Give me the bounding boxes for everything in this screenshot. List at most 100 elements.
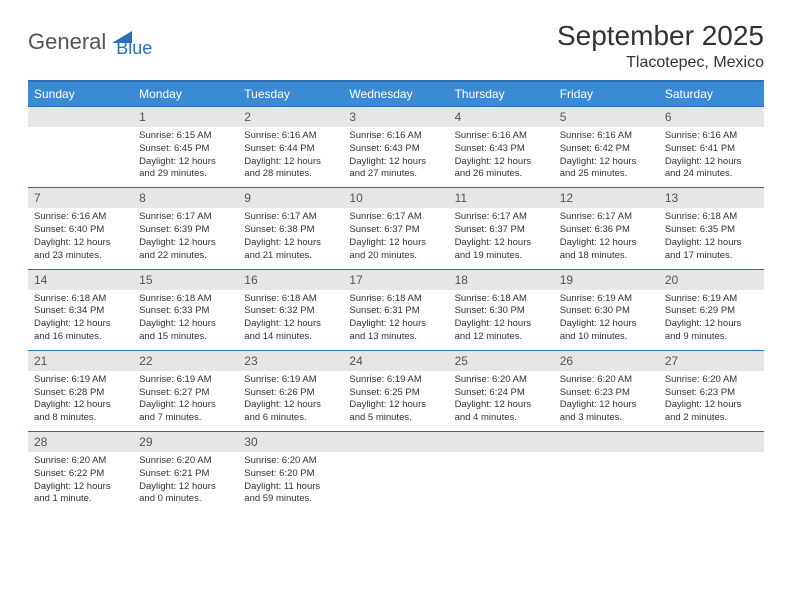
day-body: Sunrise: 6:17 AMSunset: 6:37 PMDaylight:… <box>449 208 554 268</box>
daylight-text: Daylight: 12 hours and 27 minutes. <box>349 156 442 182</box>
day-number: 22 <box>133 351 238 371</box>
sunrise-text: Sunrise: 6:19 AM <box>665 293 758 306</box>
page: General Blue September 2025 Tlacotepec, … <box>0 0 792 532</box>
calendar-cell: 26Sunrise: 6:20 AMSunset: 6:23 PMDayligh… <box>554 350 659 431</box>
day-number: 27 <box>659 351 764 371</box>
sunset-text: Sunset: 6:40 PM <box>34 224 127 237</box>
sunrise-text: Sunrise: 6:19 AM <box>34 374 127 387</box>
sunset-text: Sunset: 6:31 PM <box>349 305 442 318</box>
day-number: 23 <box>238 351 343 371</box>
calendar-cell: 17Sunrise: 6:18 AMSunset: 6:31 PMDayligh… <box>343 269 448 350</box>
calendar-cell: 7Sunrise: 6:16 AMSunset: 6:40 PMDaylight… <box>28 188 133 269</box>
day-body: Sunrise: 6:20 AMSunset: 6:23 PMDaylight:… <box>554 371 659 431</box>
daylight-text: Daylight: 12 hours and 18 minutes. <box>560 237 653 263</box>
daylight-text: Daylight: 12 hours and 20 minutes. <box>349 237 442 263</box>
day-number: 9 <box>238 188 343 208</box>
day-number: 5 <box>554 107 659 127</box>
sunrise-text: Sunrise: 6:18 AM <box>34 293 127 306</box>
daylight-text: Daylight: 12 hours and 6 minutes. <box>244 399 337 425</box>
sunset-text: Sunset: 6:45 PM <box>139 143 232 156</box>
day-number: 8 <box>133 188 238 208</box>
day-body: Sunrise: 6:18 AMSunset: 6:30 PMDaylight:… <box>449 290 554 350</box>
sunset-text: Sunset: 6:27 PM <box>139 387 232 400</box>
sunset-text: Sunset: 6:43 PM <box>455 143 548 156</box>
calendar-cell: 3Sunrise: 6:16 AMSunset: 6:43 PMDaylight… <box>343 107 448 188</box>
sunset-text: Sunset: 6:37 PM <box>455 224 548 237</box>
day-body: Sunrise: 6:17 AMSunset: 6:37 PMDaylight:… <box>343 208 448 268</box>
daylight-text: Daylight: 11 hours and 59 minutes. <box>244 481 337 507</box>
day-number: 10 <box>343 188 448 208</box>
sunset-text: Sunset: 6:23 PM <box>560 387 653 400</box>
header: General Blue September 2025 Tlacotepec, … <box>28 20 764 72</box>
sunrise-text: Sunrise: 6:20 AM <box>560 374 653 387</box>
sunset-text: Sunset: 6:33 PM <box>139 305 232 318</box>
daylight-text: Daylight: 12 hours and 28 minutes. <box>244 156 337 182</box>
calendar-body: 1Sunrise: 6:15 AMSunset: 6:45 PMDaylight… <box>28 107 764 513</box>
day-body <box>554 452 659 492</box>
calendar-row: 7Sunrise: 6:16 AMSunset: 6:40 PMDaylight… <box>28 188 764 269</box>
day-body <box>28 127 133 167</box>
daylight-text: Daylight: 12 hours and 2 minutes. <box>665 399 758 425</box>
daylight-text: Daylight: 12 hours and 3 minutes. <box>560 399 653 425</box>
sunrise-text: Sunrise: 6:17 AM <box>455 211 548 224</box>
daylight-text: Daylight: 12 hours and 21 minutes. <box>244 237 337 263</box>
day-body: Sunrise: 6:18 AMSunset: 6:33 PMDaylight:… <box>133 290 238 350</box>
sunset-text: Sunset: 6:26 PM <box>244 387 337 400</box>
sunrise-text: Sunrise: 6:20 AM <box>244 455 337 468</box>
logo-text-general: General <box>28 29 106 55</box>
day-number: 2 <box>238 107 343 127</box>
calendar-cell: 12Sunrise: 6:17 AMSunset: 6:36 PMDayligh… <box>554 188 659 269</box>
calendar-row: 28Sunrise: 6:20 AMSunset: 6:22 PMDayligh… <box>28 432 764 513</box>
day-number: 3 <box>343 107 448 127</box>
calendar-cell: 15Sunrise: 6:18 AMSunset: 6:33 PMDayligh… <box>133 269 238 350</box>
calendar-cell: 1Sunrise: 6:15 AMSunset: 6:45 PMDaylight… <box>133 107 238 188</box>
calendar-cell: 30Sunrise: 6:20 AMSunset: 6:20 PMDayligh… <box>238 432 343 513</box>
calendar-cell: 27Sunrise: 6:20 AMSunset: 6:23 PMDayligh… <box>659 350 764 431</box>
daylight-text: Daylight: 12 hours and 19 minutes. <box>455 237 548 263</box>
day-header: Sunday <box>28 81 133 107</box>
day-number: 24 <box>343 351 448 371</box>
sunrise-text: Sunrise: 6:17 AM <box>139 211 232 224</box>
day-number: 21 <box>28 351 133 371</box>
calendar-cell <box>28 107 133 188</box>
sunset-text: Sunset: 6:30 PM <box>560 305 653 318</box>
sunrise-text: Sunrise: 6:17 AM <box>560 211 653 224</box>
sunset-text: Sunset: 6:28 PM <box>34 387 127 400</box>
day-body <box>449 452 554 492</box>
sunrise-text: Sunrise: 6:16 AM <box>665 130 758 143</box>
day-body: Sunrise: 6:16 AMSunset: 6:41 PMDaylight:… <box>659 127 764 187</box>
sunset-text: Sunset: 6:37 PM <box>349 224 442 237</box>
daylight-text: Daylight: 12 hours and 24 minutes. <box>665 156 758 182</box>
day-number: 14 <box>28 270 133 290</box>
calendar-cell: 9Sunrise: 6:17 AMSunset: 6:38 PMDaylight… <box>238 188 343 269</box>
daylight-text: Daylight: 12 hours and 22 minutes. <box>139 237 232 263</box>
calendar-cell: 16Sunrise: 6:18 AMSunset: 6:32 PMDayligh… <box>238 269 343 350</box>
day-number: 18 <box>449 270 554 290</box>
sunset-text: Sunset: 6:34 PM <box>34 305 127 318</box>
sunrise-text: Sunrise: 6:20 AM <box>139 455 232 468</box>
day-body: Sunrise: 6:16 AMSunset: 6:44 PMDaylight:… <box>238 127 343 187</box>
day-body: Sunrise: 6:15 AMSunset: 6:45 PMDaylight:… <box>133 127 238 187</box>
calendar-cell: 21Sunrise: 6:19 AMSunset: 6:28 PMDayligh… <box>28 350 133 431</box>
day-header-row: Sunday Monday Tuesday Wednesday Thursday… <box>28 81 764 107</box>
daylight-text: Daylight: 12 hours and 1 minute. <box>34 481 127 507</box>
calendar-table: Sunday Monday Tuesday Wednesday Thursday… <box>28 80 764 512</box>
day-number: 15 <box>133 270 238 290</box>
day-number: 30 <box>238 432 343 452</box>
daylight-text: Daylight: 12 hours and 15 minutes. <box>139 318 232 344</box>
calendar-cell <box>343 432 448 513</box>
day-header: Friday <box>554 81 659 107</box>
day-header: Tuesday <box>238 81 343 107</box>
sunset-text: Sunset: 6:39 PM <box>139 224 232 237</box>
calendar-cell: 10Sunrise: 6:17 AMSunset: 6:37 PMDayligh… <box>343 188 448 269</box>
day-body: Sunrise: 6:18 AMSunset: 6:32 PMDaylight:… <box>238 290 343 350</box>
daylight-text: Daylight: 12 hours and 12 minutes. <box>455 318 548 344</box>
daylight-text: Daylight: 12 hours and 7 minutes. <box>139 399 232 425</box>
sunrise-text: Sunrise: 6:16 AM <box>244 130 337 143</box>
day-body: Sunrise: 6:16 AMSunset: 6:43 PMDaylight:… <box>449 127 554 187</box>
calendar-cell: 6Sunrise: 6:16 AMSunset: 6:41 PMDaylight… <box>659 107 764 188</box>
daylight-text: Daylight: 12 hours and 4 minutes. <box>455 399 548 425</box>
daylight-text: Daylight: 12 hours and 26 minutes. <box>455 156 548 182</box>
day-body: Sunrise: 6:16 AMSunset: 6:40 PMDaylight:… <box>28 208 133 268</box>
sunrise-text: Sunrise: 6:19 AM <box>560 293 653 306</box>
